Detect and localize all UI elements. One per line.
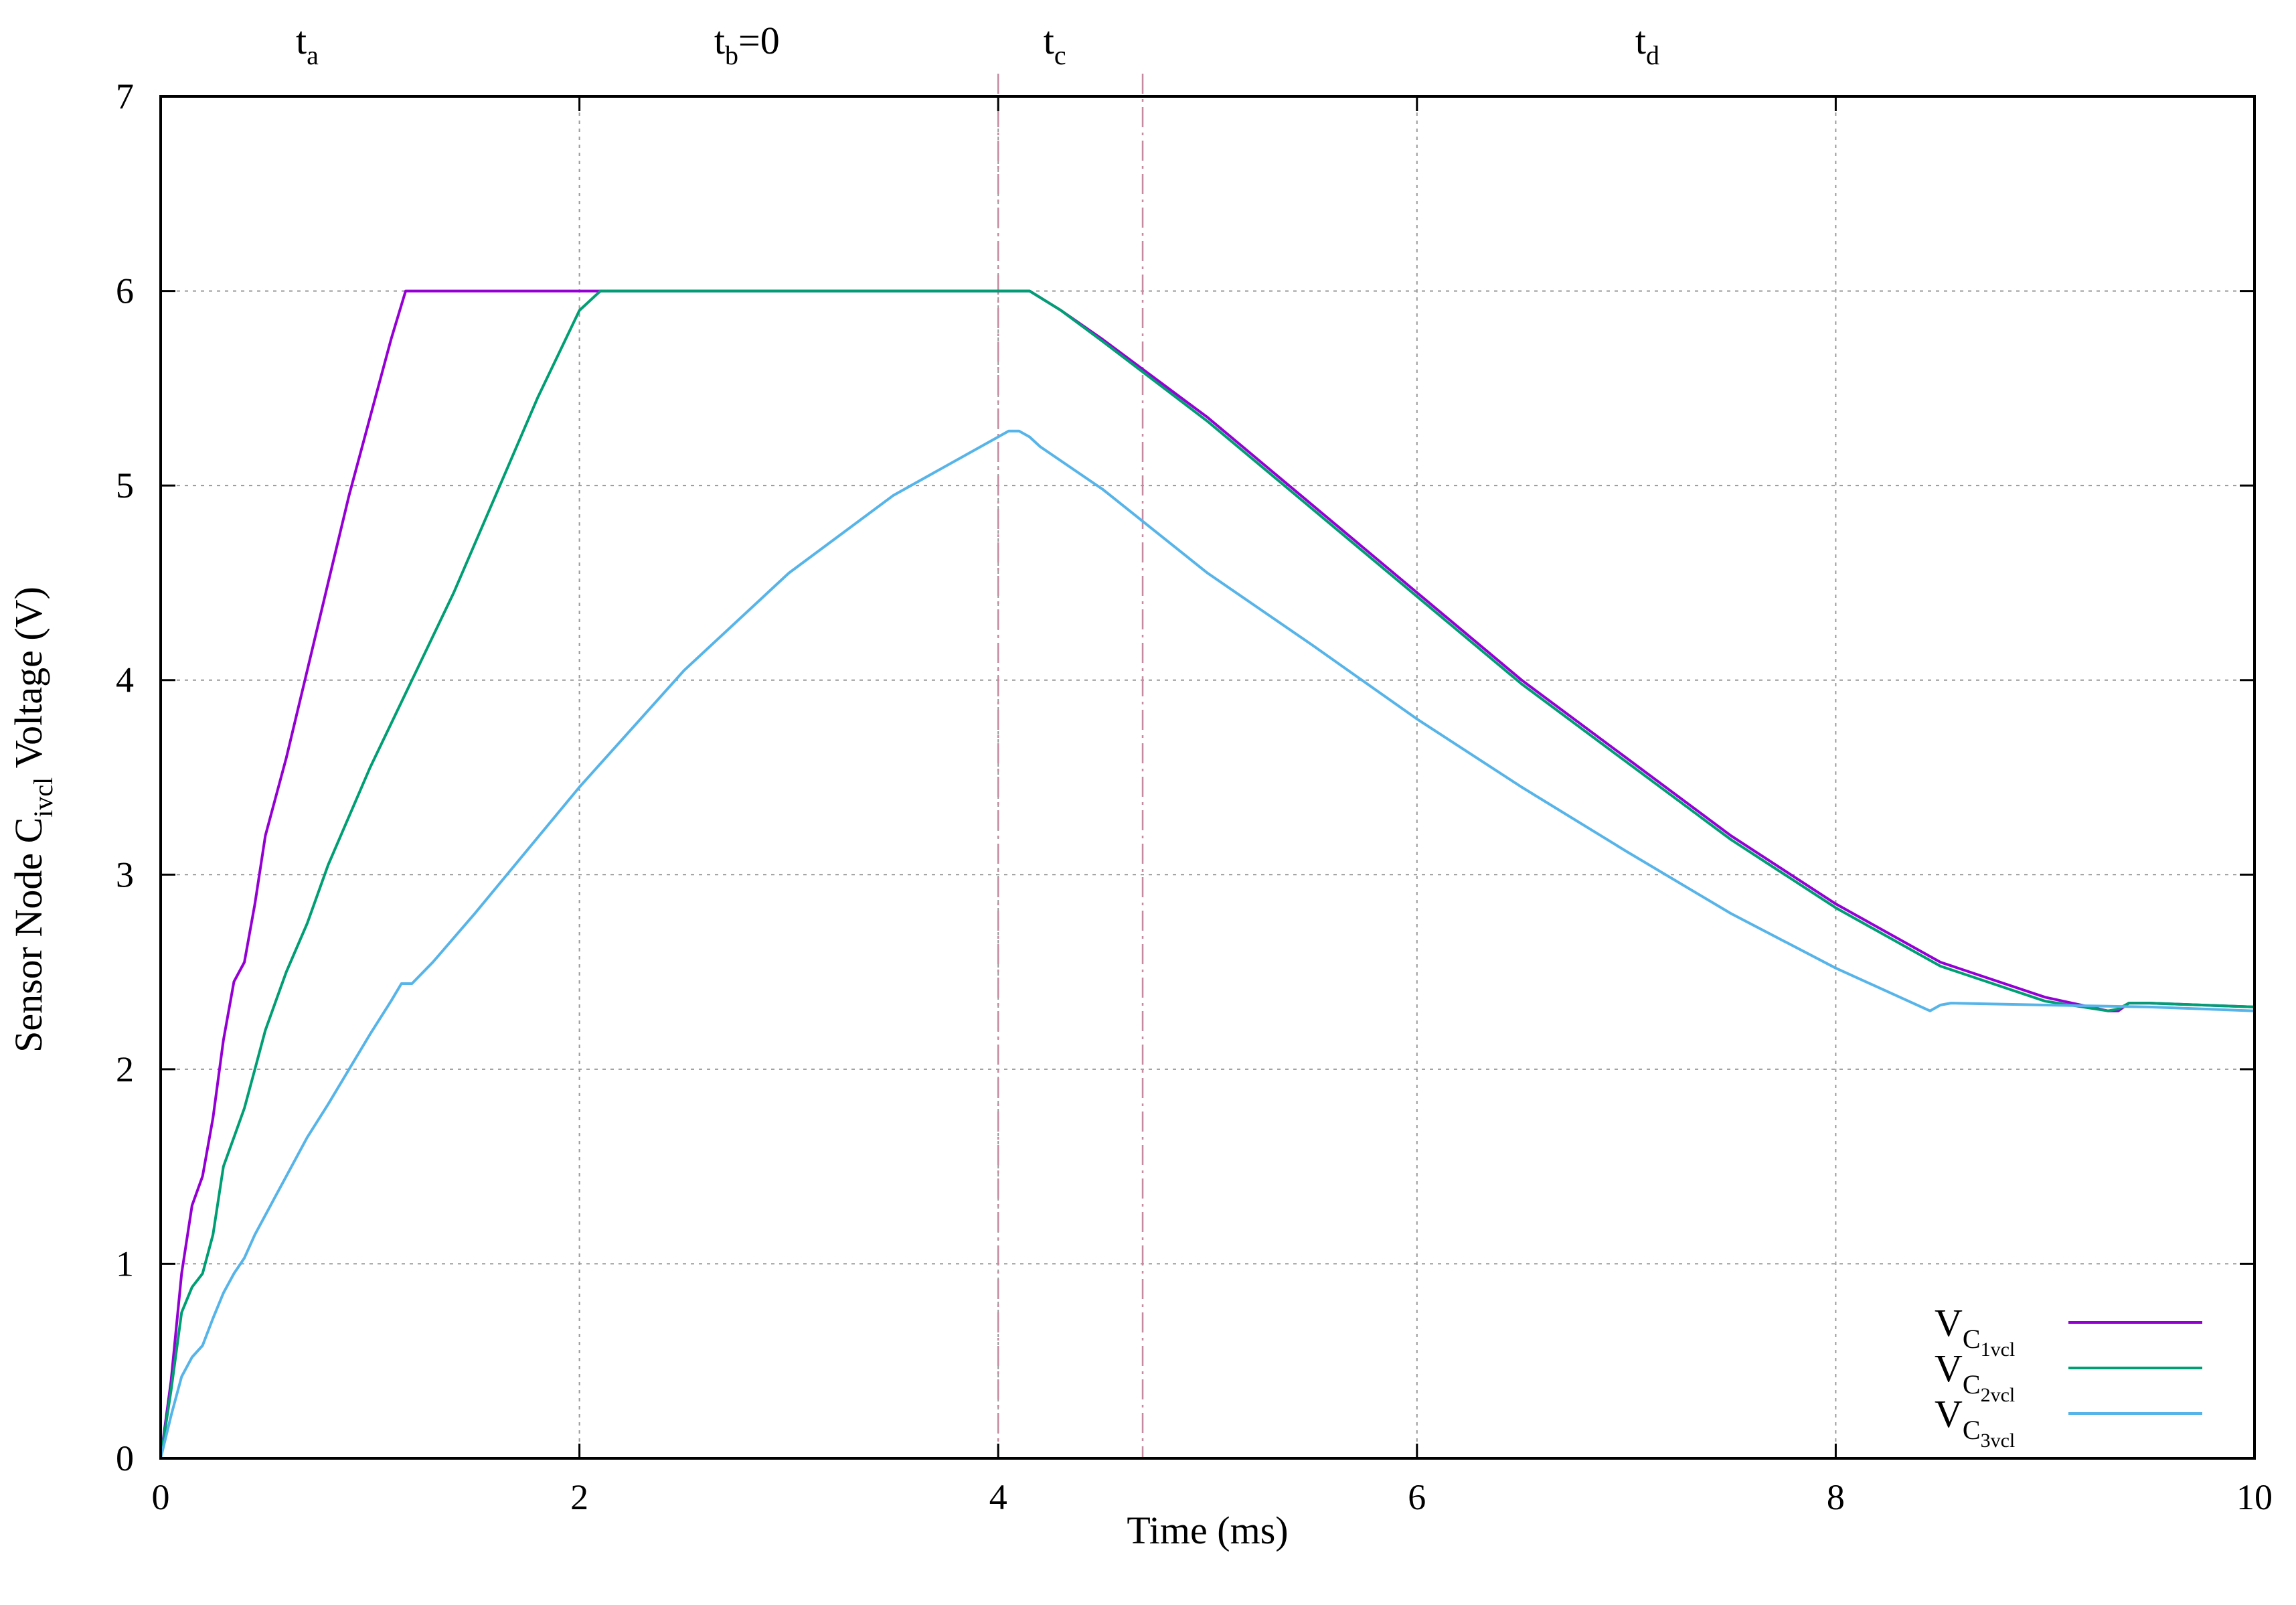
y-axis-label-sub: ivcl	[28, 777, 58, 818]
axis-ticks: 0 2 4 6 8 10 0 1 2 3 4 5 6 7	[116, 76, 2273, 1517]
y-tick-label: 4	[116, 660, 134, 700]
phase-label-c: tc	[1044, 19, 1066, 70]
legend-label-subsub: 2vcl	[1981, 1384, 2016, 1406]
series-line-3	[159, 429, 2255, 1459]
legend-label-1: VC1vcl	[1935, 1301, 2015, 1361]
y-tick-label: 7	[116, 76, 134, 117]
series-lines	[159, 289, 2255, 1459]
y-axis-label-post: Voltage (V)	[7, 587, 50, 777]
x-tick-label: 0	[152, 1477, 170, 1517]
x-tick-label: 6	[1408, 1477, 1426, 1517]
y-axis-label-pre: Sensor Node C	[7, 818, 50, 1053]
legend-label-sub: C	[1963, 1415, 1981, 1445]
y-tick-label: 6	[116, 271, 134, 311]
phase-label-base: t	[296, 19, 307, 62]
vertical-markers	[997, 74, 1144, 1458]
phase-label-base: t	[1635, 19, 1646, 62]
phase-label-base: t	[714, 19, 725, 62]
legend-label-base: V	[1935, 1347, 1963, 1390]
phase-label-sub: d	[1646, 40, 1659, 70]
phase-label-tail: =0	[738, 19, 780, 62]
y-tick-label: 1	[116, 1243, 134, 1284]
y-axis-label: Sensor Node Civcl Voltage (V)	[7, 587, 58, 1053]
plot-frame	[159, 95, 2256, 1460]
x-tick-label: 10	[2236, 1477, 2273, 1517]
y-tick-label: 2	[116, 1049, 134, 1089]
legend-label-2: VC2vcl	[1935, 1347, 2015, 1406]
series-line-2	[159, 289, 2255, 1459]
phase-label-d: td	[1635, 19, 1659, 70]
x-tick-label: 2	[570, 1477, 588, 1517]
y-tick-label: 5	[116, 465, 134, 506]
phase-labels: ta tb=0 tc td	[296, 19, 1659, 70]
phase-label-sub: b	[725, 40, 738, 70]
legend-label-sub: C	[1963, 1369, 1981, 1399]
phase-label-a: ta	[296, 19, 319, 70]
x-tick-label: 4	[989, 1477, 1007, 1517]
phase-label-sub: c	[1054, 40, 1066, 70]
x-axis-label: Time (ms)	[1127, 1509, 1288, 1552]
legend-label-base: V	[1935, 1301, 1963, 1345]
legend-label-subsub: 3vcl	[1981, 1430, 2016, 1452]
legend-label-base: V	[1935, 1392, 1963, 1436]
y-tick-label: 0	[116, 1438, 134, 1478]
legend-label-sub: C	[1963, 1324, 1981, 1354]
y-tick-label: 3	[116, 854, 134, 895]
legend-label-subsub: 1vcl	[1981, 1339, 2016, 1361]
x-tick-label: 8	[1827, 1477, 1845, 1517]
phase-label-base: t	[1044, 19, 1054, 62]
phase-label-sub: a	[307, 40, 319, 70]
legend-label-3: VC3vcl	[1935, 1392, 2015, 1452]
phase-label-b: tb=0	[714, 19, 780, 70]
